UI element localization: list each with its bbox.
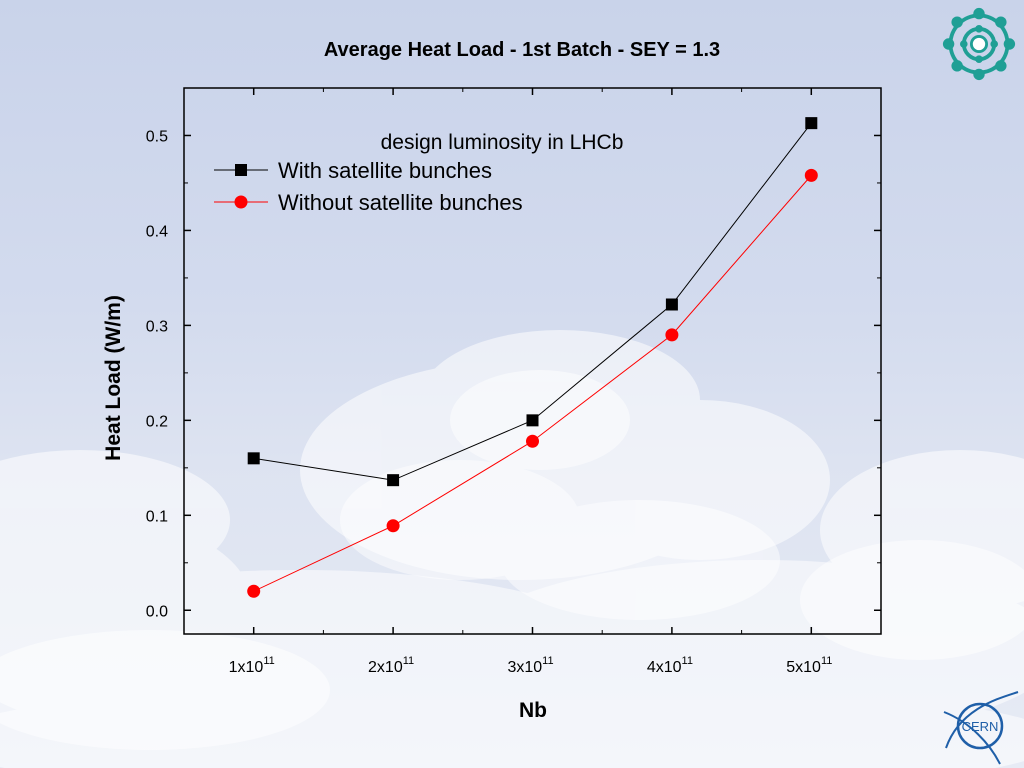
data-point-square: [665, 298, 678, 311]
data-point-square: [247, 452, 260, 465]
x-tick-exponent: 11: [821, 655, 832, 667]
series-layer: [247, 117, 818, 598]
x-tick-label: 4x1011: [647, 655, 693, 676]
data-point-square: [526, 414, 539, 427]
x-tick-mantissa: 2x10: [368, 659, 403, 676]
x-tick-mantissa: 3x10: [507, 659, 542, 676]
x-axis-title: Nb: [519, 699, 547, 722]
y-tick-label: 0.5: [146, 128, 168, 145]
x-tick-mantissa: 1x10: [229, 659, 264, 676]
x-tick-exponent: 11: [263, 655, 274, 667]
x-tick-labels: 1x1011 2x1011 3x1011 4x1011 5x1011: [229, 655, 833, 676]
x-tick-label: 3x1011: [507, 655, 553, 676]
x-tick-exponent: 11: [682, 655, 693, 667]
series-line-1: [253, 175, 812, 592]
data-point-circle: [804, 168, 818, 182]
y-tick-labels: 0.0 0.1 0.2 0.3 0.4 0.5: [146, 128, 168, 620]
data-point-square: [805, 117, 818, 130]
y-tick-label: 0.4: [146, 223, 168, 240]
annotation-design-luminosity: design luminosity in LHCb: [381, 131, 624, 154]
gear-logo: [942, 7, 1016, 81]
legend-label-with-satellite: With satellite bunches: [278, 158, 492, 183]
data-point-circle: [526, 434, 539, 448]
x-tick-label: 2x1011: [368, 655, 414, 676]
x-tick-label: 1x1011: [229, 655, 275, 676]
axis-ticks: [184, 87, 881, 634]
y-axis-title: Heat Load (W/m): [102, 295, 125, 461]
x-tick-label: 5x1011: [786, 655, 832, 676]
cern-logo: CERN: [943, 691, 1019, 765]
y-tick-label: 0.2: [146, 413, 168, 430]
cern-logo-text: CERN: [962, 719, 999, 734]
legend-label-without-satellite: Without satellite bunches: [278, 190, 523, 215]
x-tick-exponent: 11: [403, 655, 414, 667]
data-point-circle: [386, 519, 400, 533]
data-point-square: [387, 474, 400, 487]
legend-circle-marker: [234, 195, 248, 209]
y-tick-label: 0.1: [146, 508, 168, 525]
x-tick-exponent: 11: [542, 655, 553, 667]
legend-entry-without-satellite: Without satellite bunches: [214, 190, 523, 215]
data-point-circle: [247, 584, 261, 598]
x-tick-mantissa: 5x10: [786, 659, 821, 676]
legend-square-marker: [235, 164, 247, 176]
legend-entry-with-satellite: With satellite bunches: [214, 158, 492, 183]
data-point-circle: [665, 328, 679, 342]
chart-title: Average Heat Load - 1st Batch - SEY = 1.…: [324, 39, 720, 61]
y-tick-label: 0.0: [146, 603, 168, 620]
legend: With satellite bunches Without satellite…: [214, 158, 523, 215]
x-tick-mantissa: 4x10: [647, 659, 682, 676]
y-tick-label: 0.3: [146, 318, 168, 335]
